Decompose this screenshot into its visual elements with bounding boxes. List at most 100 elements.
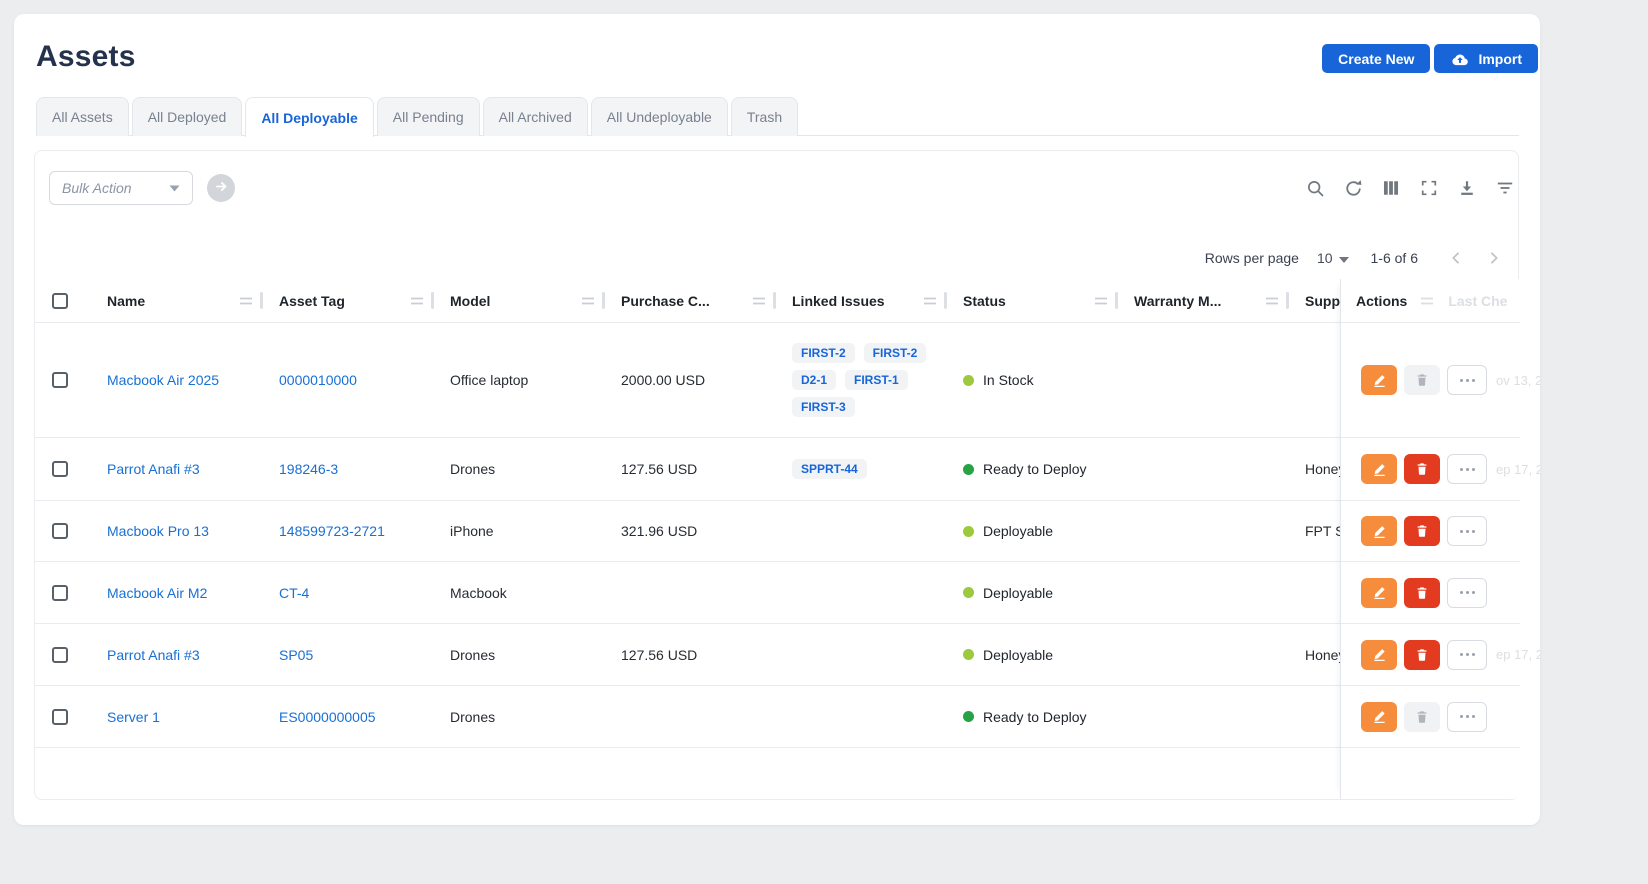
status-label: Ready to Deploy — [983, 709, 1087, 725]
tab-all-assets[interactable]: All Assets — [36, 97, 129, 136]
row-checkbox[interactable] — [52, 461, 68, 477]
model-value: Drones — [450, 461, 495, 477]
chevron-down-icon — [169, 179, 180, 197]
purchase-cost-value: 321.96 USD — [621, 523, 697, 539]
arrow-right-icon — [214, 179, 229, 197]
column-header-purchase-cost: Purchase C... — [621, 293, 710, 309]
column-header-supplier: Supp — [1305, 293, 1340, 309]
model-value: Drones — [450, 709, 495, 725]
issue-badge[interactable]: FIRST-3 — [792, 397, 855, 417]
more-actions-button[interactable] — [1447, 702, 1487, 732]
chevron-down-icon — [1339, 250, 1349, 266]
edit-button[interactable] — [1361, 454, 1397, 484]
rows-per-page-label: Rows per page — [1205, 250, 1299, 266]
row-checkbox[interactable] — [52, 647, 68, 663]
delete-button[interactable] — [1404, 702, 1440, 732]
column-drag-handle-icon[interactable] — [581, 297, 595, 305]
issue-badge[interactable]: SPPRT-44 — [792, 459, 867, 479]
edit-button[interactable] — [1361, 640, 1397, 670]
more-actions-button[interactable] — [1447, 365, 1487, 395]
asset-name-link[interactable]: Macbook Pro 13 — [107, 523, 209, 539]
issue-badge[interactable]: FIRST-2 — [864, 343, 927, 363]
status-label: Deployable — [983, 647, 1053, 663]
asset-tag-link[interactable]: 0000010000 — [279, 372, 357, 388]
model-value: iPhone — [450, 523, 494, 539]
table-row: Macbook Air 2025 0000010000 Office lapto… — [35, 323, 1518, 438]
edit-button[interactable] — [1361, 702, 1397, 732]
asset-name-link[interactable]: Macbook Air M2 — [107, 585, 207, 601]
search-icon[interactable] — [1305, 178, 1325, 198]
table-panel: Bulk Action — [34, 150, 1519, 800]
column-drag-handle-icon[interactable] — [410, 297, 424, 305]
create-new-button[interactable]: Create New — [1322, 44, 1430, 73]
import-button[interactable]: Import — [1434, 44, 1538, 73]
next-page-button[interactable] — [1484, 248, 1504, 268]
apply-bulk-action-button[interactable] — [207, 174, 235, 202]
table-row: Macbook Air M2 CT-4 Macbook Deployable — [35, 562, 1518, 624]
filter-icon[interactable] — [1495, 178, 1515, 198]
issue-badge[interactable]: FIRST-2 — [792, 343, 855, 363]
asset-tag-link[interactable]: CT-4 — [279, 585, 309, 601]
model-value: Macbook — [450, 585, 507, 601]
column-drag-handle-icon[interactable] — [1094, 297, 1108, 305]
tab-trash[interactable]: Trash — [731, 97, 798, 136]
row-actions: ep 17, 20 — [1341, 438, 1520, 501]
asset-tag-link[interactable]: 148599723-2721 — [279, 523, 385, 539]
more-actions-button[interactable] — [1447, 454, 1487, 484]
refresh-icon[interactable] — [1343, 178, 1363, 198]
asset-name-link[interactable]: Parrot Anafi #3 — [107, 647, 200, 663]
delete-button[interactable] — [1404, 578, 1440, 608]
bulk-action-select[interactable]: Bulk Action — [49, 171, 193, 205]
bulk-action-placeholder: Bulk Action — [62, 180, 169, 196]
asset-name-link[interactable]: Server 1 — [107, 709, 160, 725]
table-tool-icons — [1305, 178, 1515, 198]
fullscreen-icon[interactable] — [1419, 178, 1439, 198]
edit-button[interactable] — [1361, 516, 1397, 546]
column-header-actions: Actions — [1356, 293, 1407, 309]
more-actions-button[interactable] — [1447, 640, 1487, 670]
status-dot — [963, 711, 974, 722]
asset-name-link[interactable]: Parrot Anafi #3 — [107, 461, 200, 477]
delete-button[interactable] — [1404, 516, 1440, 546]
more-actions-button[interactable] — [1447, 578, 1487, 608]
edit-button[interactable] — [1361, 365, 1397, 395]
row-checkbox[interactable] — [52, 523, 68, 539]
tab-all-deployable[interactable]: All Deployable — [245, 97, 373, 137]
tab-all-pending[interactable]: All Pending — [377, 97, 480, 136]
more-actions-button[interactable] — [1447, 516, 1487, 546]
column-drag-handle-icon[interactable] — [1265, 297, 1279, 305]
row-checkbox[interactable] — [52, 372, 68, 388]
delete-button[interactable] — [1404, 640, 1440, 670]
table-row: Server 1 ES0000000005 Drones Ready to De… — [35, 686, 1518, 748]
select-all-checkbox[interactable] — [52, 293, 68, 309]
previous-page-button[interactable] — [1446, 248, 1466, 268]
asset-name-link[interactable]: Macbook Air 2025 — [107, 372, 219, 388]
delete-button[interactable] — [1404, 365, 1440, 395]
download-icon[interactable] — [1457, 178, 1477, 198]
tab-all-deployed[interactable]: All Deployed — [132, 97, 243, 136]
page-size-value: 10 — [1317, 250, 1333, 266]
issue-badge[interactable]: D2-1 — [792, 370, 836, 390]
row-checkbox[interactable] — [52, 585, 68, 601]
delete-button[interactable] — [1404, 454, 1440, 484]
column-drag-handle-icon[interactable] — [239, 297, 253, 305]
asset-tag-link[interactable]: 198246-3 — [279, 461, 338, 477]
table-header-row: Name Asset Tag Model Purchase C... Linke… — [35, 279, 1518, 323]
tab-all-undeployable[interactable]: All Undeployable — [591, 97, 728, 136]
row-actions — [1341, 501, 1520, 562]
issue-badge[interactable]: FIRST-1 — [845, 370, 908, 390]
edit-button[interactable] — [1361, 578, 1397, 608]
asset-tag-link[interactable]: SP05 — [279, 647, 313, 663]
columns-icon[interactable] — [1381, 178, 1401, 198]
table-empty-space — [35, 748, 1518, 800]
row-checkbox[interactable] — [52, 709, 68, 725]
asset-tag-link[interactable]: ES0000000005 — [279, 709, 376, 725]
table-row: Parrot Anafi #3 198246-3 Drones 127.56 U… — [35, 438, 1518, 501]
column-drag-handle-icon[interactable] — [923, 297, 937, 305]
status-dot — [963, 587, 974, 598]
page-size-select[interactable]: 10 — [1317, 250, 1349, 266]
pagination-range-label: 1-6 of 6 — [1371, 250, 1418, 266]
actions-sticky-column: Actions Last Che ov 13, 20 ep 17, 20 — [1340, 279, 1520, 799]
tab-all-archived[interactable]: All Archived — [483, 97, 588, 136]
column-drag-handle-icon[interactable] — [752, 297, 766, 305]
